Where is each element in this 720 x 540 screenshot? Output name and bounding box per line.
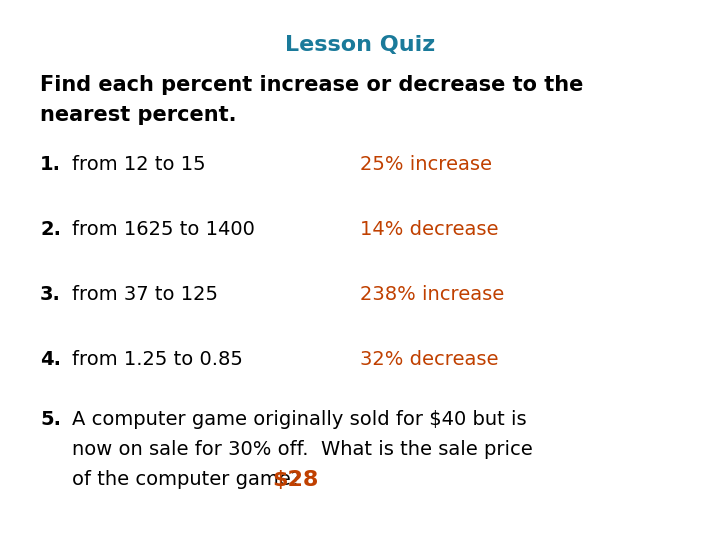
- Text: 25% increase: 25% increase: [360, 155, 492, 174]
- Text: of the computer game?: of the computer game?: [72, 470, 301, 489]
- Text: $28: $28: [272, 470, 318, 490]
- Text: 32% decrease: 32% decrease: [360, 350, 498, 369]
- Text: Lesson Quiz: Lesson Quiz: [285, 35, 435, 55]
- Text: A computer game originally sold for $40 but is: A computer game originally sold for $40 …: [72, 410, 526, 429]
- Text: from 1.25 to 0.85: from 1.25 to 0.85: [72, 350, 243, 369]
- Text: from 12 to 15: from 12 to 15: [72, 155, 206, 174]
- Text: 2.: 2.: [40, 220, 61, 239]
- Text: Find each percent increase or decrease to the: Find each percent increase or decrease t…: [40, 75, 583, 95]
- Text: 5.: 5.: [40, 410, 61, 429]
- Text: 238% increase: 238% increase: [360, 285, 504, 304]
- Text: now on sale for 30% off.  What is the sale price: now on sale for 30% off. What is the sal…: [72, 440, 533, 459]
- Text: 1.: 1.: [40, 155, 61, 174]
- Text: 4.: 4.: [40, 350, 61, 369]
- Text: 3.: 3.: [40, 285, 61, 304]
- Text: nearest percent.: nearest percent.: [40, 105, 236, 125]
- Text: from 37 to 125: from 37 to 125: [72, 285, 218, 304]
- Text: from 1625 to 1400: from 1625 to 1400: [72, 220, 255, 239]
- Text: 14% decrease: 14% decrease: [360, 220, 498, 239]
